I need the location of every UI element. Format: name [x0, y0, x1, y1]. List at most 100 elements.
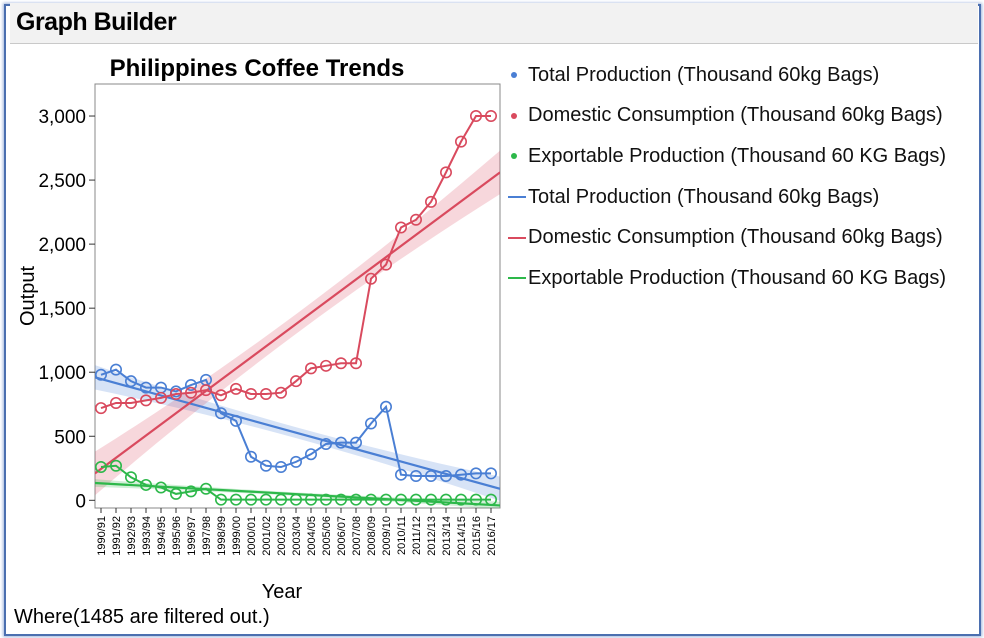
x-tick-label: 1997/98 [201, 516, 213, 556]
data-point [394, 493, 407, 506]
y-tick-label: 1,000 [38, 363, 86, 384]
data-point [334, 436, 347, 449]
data-point [454, 135, 467, 148]
legend-label: Exportable Production (Thousand 60 KG Ba… [528, 266, 947, 289]
x-tick-label: 2003/04 [291, 516, 303, 556]
x-tick-label: 2012/13 [426, 516, 438, 556]
data-point [424, 469, 437, 482]
data-point [230, 414, 243, 427]
data-point [274, 493, 287, 506]
legend-marker-icon [508, 146, 526, 166]
data-point [334, 357, 347, 370]
y-tick-label: 500 [54, 427, 86, 448]
data-point [454, 493, 467, 506]
data-point [379, 258, 392, 271]
x-tick-label: 2001/02 [261, 516, 273, 556]
data-point [185, 386, 198, 399]
data-point [95, 461, 108, 474]
filter-status: Where(1485 are filtered out.) [14, 606, 270, 628]
y-tick-label: 2,000 [38, 235, 86, 256]
data-point [274, 386, 287, 399]
legend-line-icon [508, 228, 526, 248]
data-point [469, 110, 482, 123]
data-point [245, 387, 258, 400]
data-point [439, 469, 452, 482]
data-point [334, 493, 347, 506]
data-point [484, 110, 497, 123]
legend-item: Exportable Production (Thousand 60 KG Ba… [508, 136, 946, 177]
data-point [409, 493, 422, 506]
data-point [364, 417, 377, 430]
x-tick-label: 2007/08 [351, 516, 363, 556]
data-point [140, 381, 153, 394]
data-point [304, 362, 317, 375]
y-tick-label: 1,500 [38, 299, 86, 320]
x-tick-label: 2014/15 [456, 516, 468, 556]
data-point [155, 481, 168, 494]
x-tick-label: 1994/95 [156, 516, 168, 556]
legend-label: Exportable Production (Thousand 60 KG Ba… [528, 144, 947, 167]
data-point [289, 375, 302, 388]
data-point [95, 368, 108, 381]
x-tick-label: 2011/12 [411, 516, 423, 555]
fit-line [95, 171, 500, 475]
data-point [349, 493, 362, 506]
x-tick-label: 2010/11 [396, 516, 408, 555]
title-bar: Graph Builder [10, 3, 978, 44]
x-tick-label: 1991/92 [111, 516, 123, 556]
x-axis-title: Year [262, 581, 303, 603]
x-tick-label: 2015/16 [471, 516, 483, 556]
x-tick-label: 2008/09 [366, 516, 378, 556]
data-point [424, 493, 437, 506]
data-point [409, 469, 422, 482]
x-tick-label: 1999/00 [231, 516, 243, 556]
data-point [439, 493, 452, 506]
legend-marker-icon [508, 106, 526, 126]
x-tick-label: 1998/99 [216, 516, 228, 556]
data-point [185, 379, 198, 392]
data-point [364, 493, 377, 506]
data-point [289, 455, 302, 468]
data-point [140, 478, 153, 491]
plot-area [94, 83, 501, 509]
data-point [319, 437, 332, 450]
data-point [484, 467, 497, 480]
legend-label: Total Production (Thousand 60kg Bags) [528, 63, 880, 86]
data-point [170, 387, 183, 400]
legend-item: Domestic Consumption (Thousand 60kg Bags… [508, 96, 946, 137]
x-tick-label: 2009/10 [381, 516, 393, 556]
data-point [319, 359, 332, 372]
data-point [215, 389, 228, 402]
data-point [394, 221, 407, 234]
x-tick-label: 2006/07 [336, 516, 348, 556]
legend-line-icon [508, 268, 526, 288]
data-point [185, 485, 198, 498]
data-point [259, 459, 272, 472]
data-point [379, 400, 392, 413]
x-tick-label: 2013/14 [441, 516, 453, 556]
data-point [140, 394, 153, 407]
data-point [230, 382, 243, 395]
legend-marker-icon [508, 65, 526, 85]
chart-title: Philippines Coffee Trends [110, 55, 405, 82]
data-point [200, 482, 213, 495]
legend-item: Exportable Production (Thousand 60 KG Ba… [508, 258, 946, 299]
legend-item: Total Production (Thousand 60kg Bags) [508, 177, 946, 218]
legend: Total Production (Thousand 60kg Bags) Dom… [508, 55, 946, 299]
data-point [230, 493, 243, 506]
x-tick-label: 1992/93 [126, 516, 138, 556]
x-tick-label: 2000/01 [246, 516, 258, 556]
data-point [484, 493, 497, 506]
x-tick-label: 1993/94 [141, 516, 153, 556]
data-point [454, 468, 467, 481]
x-tick-label: 2016/17 [486, 516, 498, 556]
legend-label: Domestic Consumption (Thousand 60kg Bags… [528, 226, 943, 249]
legend-label: Domestic Consumption (Thousand 60kg Bags… [528, 104, 943, 127]
window-title: Graph Builder [16, 8, 177, 36]
data-point [304, 493, 317, 506]
data-point [125, 471, 138, 484]
data-point [274, 461, 287, 474]
y-axis-title: Output [17, 266, 39, 326]
data-point [424, 195, 437, 208]
